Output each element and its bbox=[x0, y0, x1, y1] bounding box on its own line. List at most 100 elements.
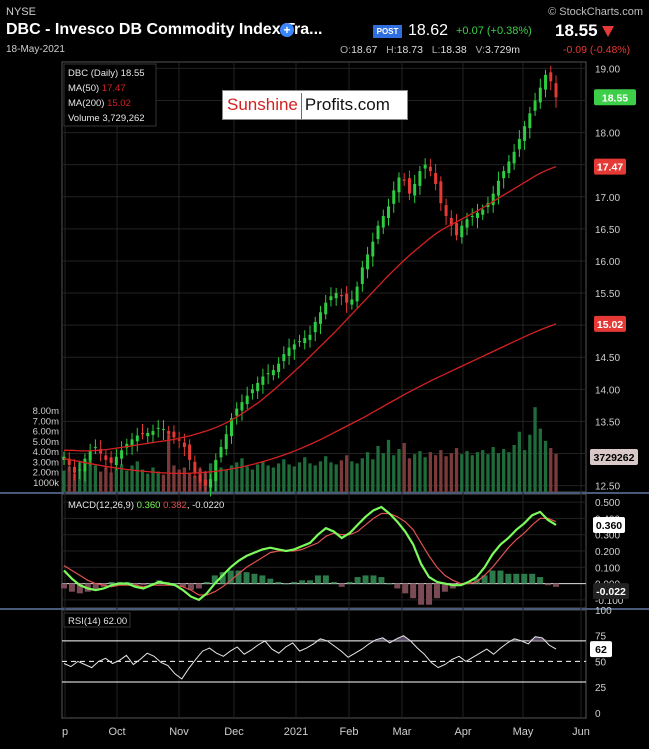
volume-bar bbox=[512, 444, 516, 492]
macd-tick-label: -0.100 bbox=[595, 596, 624, 607]
candle-body bbox=[376, 225, 380, 240]
x-tick-label: p bbox=[62, 726, 68, 738]
candle-body bbox=[261, 376, 265, 385]
macd-badge-bg bbox=[593, 516, 625, 533]
macd-histogram-bar bbox=[180, 583, 187, 587]
candle-body bbox=[240, 402, 244, 411]
volume-bar bbox=[104, 467, 108, 492]
price-tick-label: 18.00 bbox=[595, 129, 620, 140]
macd-histogram-bar bbox=[529, 573, 536, 584]
volume-bar bbox=[449, 453, 453, 492]
add-plus-icon[interactable]: + bbox=[280, 23, 294, 37]
volume-bar bbox=[339, 460, 344, 492]
volume-bar bbox=[67, 466, 71, 492]
candle-body bbox=[287, 347, 291, 356]
x-tick-label: Oct bbox=[108, 726, 125, 738]
ma200-badge-bg bbox=[594, 315, 626, 332]
candle-body bbox=[334, 293, 338, 299]
macd-histogram-bar bbox=[418, 583, 425, 605]
volume-bar bbox=[543, 440, 548, 492]
macd-histogram-bar bbox=[219, 572, 226, 584]
sunshine-profits-logo: Sunshine Profits.com bbox=[222, 90, 408, 120]
macd-histogram-bar bbox=[513, 573, 520, 584]
down-arrow-icon bbox=[602, 26, 614, 37]
price-tick-label: 16.50 bbox=[595, 225, 620, 236]
candle-body bbox=[219, 447, 223, 458]
macd-histogram-bar bbox=[489, 570, 496, 584]
volume-bar bbox=[282, 459, 286, 492]
volume-bar bbox=[177, 469, 181, 492]
volume-bar bbox=[245, 466, 249, 492]
candle-body bbox=[198, 474, 202, 483]
candle-body bbox=[282, 354, 286, 362]
macd-histogram-bar bbox=[68, 583, 75, 592]
volume-tick-label: 2.00m bbox=[33, 468, 59, 479]
macd-histogram-bar bbox=[481, 575, 488, 584]
candle-body bbox=[460, 225, 464, 238]
volume-bar bbox=[172, 465, 176, 492]
macd-histogram-bar bbox=[410, 583, 417, 599]
volume-bar bbox=[318, 461, 323, 492]
volume-bar bbox=[313, 465, 317, 492]
macd-histogram-bar bbox=[275, 581, 282, 584]
price-tick-label: 19.00 bbox=[595, 64, 620, 75]
macd-histogram-bar bbox=[187, 583, 194, 591]
volume-bar bbox=[407, 458, 412, 492]
macd-histogram-bar bbox=[322, 575, 329, 584]
volume-bar bbox=[360, 458, 364, 492]
volume-readout-value: 3.729m bbox=[485, 44, 521, 56]
candle-body bbox=[224, 434, 228, 449]
volume-bar bbox=[324, 456, 328, 492]
candle-body bbox=[292, 344, 296, 350]
candle-body bbox=[465, 219, 469, 228]
post-price: 18.62 bbox=[408, 22, 449, 39]
low-value: 18.38 bbox=[440, 44, 467, 56]
candle-body bbox=[120, 450, 124, 459]
candle-body bbox=[392, 190, 396, 204]
candle-body bbox=[512, 151, 516, 164]
macd-histogram-bar bbox=[505, 573, 512, 584]
candle-body bbox=[544, 74, 548, 90]
volume-bar bbox=[161, 474, 166, 492]
candle-body bbox=[250, 389, 254, 394]
macd-histogram-bar bbox=[370, 575, 377, 584]
candle-body bbox=[449, 217, 453, 226]
candle-body bbox=[135, 435, 139, 442]
candle-body bbox=[313, 321, 317, 333]
macd-tick-label: 0.500 bbox=[595, 498, 620, 509]
copyright-label: © StockCharts.com bbox=[548, 6, 643, 18]
macd-histogram-bar bbox=[227, 570, 234, 584]
candle-body bbox=[245, 395, 249, 405]
volume-bar bbox=[287, 464, 291, 492]
candle-body bbox=[172, 431, 176, 438]
volume-bar bbox=[496, 453, 501, 492]
candle-body bbox=[104, 455, 108, 460]
macd-histogram-bar bbox=[235, 570, 242, 584]
volume-bar bbox=[350, 461, 354, 492]
volume-bar bbox=[454, 448, 459, 492]
candle-body bbox=[229, 418, 233, 437]
macd-histogram-bar bbox=[259, 575, 266, 584]
x-tick-label: Dec bbox=[224, 726, 244, 738]
candle-body bbox=[114, 456, 118, 466]
candle-body bbox=[88, 450, 92, 461]
volume-bar bbox=[151, 467, 155, 492]
open-label: O: bbox=[340, 44, 352, 56]
volume-bar bbox=[481, 450, 485, 492]
macd-histogram-bar bbox=[92, 583, 99, 591]
volume-tick-label: 5.00m bbox=[33, 437, 59, 448]
macd-histogram-bar bbox=[267, 578, 274, 584]
volume-tick-label: 6.00m bbox=[33, 427, 59, 438]
candle-body bbox=[554, 83, 558, 98]
volume-bar bbox=[98, 471, 103, 492]
volume-bar bbox=[130, 465, 134, 492]
candle-body bbox=[188, 444, 192, 460]
candle-body bbox=[434, 173, 438, 184]
volume-bar bbox=[224, 469, 228, 492]
candle-body bbox=[528, 113, 532, 129]
symbol-title: DBC - Invesco DB Commodity Index Tra... bbox=[6, 21, 323, 38]
candle-body bbox=[277, 363, 281, 372]
volume-bar bbox=[303, 457, 307, 492]
candle-body bbox=[161, 429, 165, 431]
